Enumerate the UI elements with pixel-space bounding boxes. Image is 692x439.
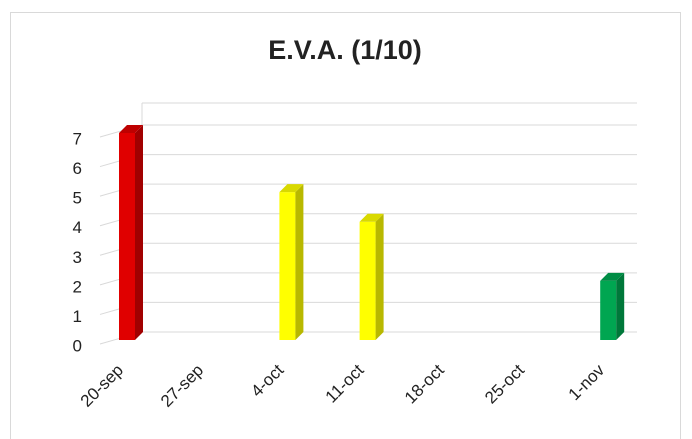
y-tick-label: 7 xyxy=(73,129,82,148)
y-tick-label: 1 xyxy=(73,307,82,326)
bar xyxy=(119,125,143,340)
bar-face xyxy=(359,221,376,340)
bar-face xyxy=(375,213,384,340)
chart-title: E.V.A. (1/10) xyxy=(268,35,422,65)
y-tick-label: 0 xyxy=(73,336,82,355)
bar-face xyxy=(119,133,135,340)
bar-face xyxy=(279,192,296,340)
y-tick-label: 4 xyxy=(73,218,82,237)
bar xyxy=(279,184,304,340)
y-tick-label: 3 xyxy=(73,248,82,267)
bar-face xyxy=(135,125,143,340)
bar-face xyxy=(600,272,625,281)
bar-face xyxy=(616,272,625,340)
bar-face xyxy=(359,213,384,222)
bar-face xyxy=(279,184,304,193)
bar-face xyxy=(600,280,617,340)
bar-face xyxy=(119,125,143,133)
bar xyxy=(600,272,625,340)
y-tick-label: 5 xyxy=(73,189,82,208)
y-tick-label: 2 xyxy=(73,277,82,296)
bar-face xyxy=(295,184,304,340)
bar xyxy=(359,213,384,340)
y-tick-label: 6 xyxy=(73,159,82,178)
